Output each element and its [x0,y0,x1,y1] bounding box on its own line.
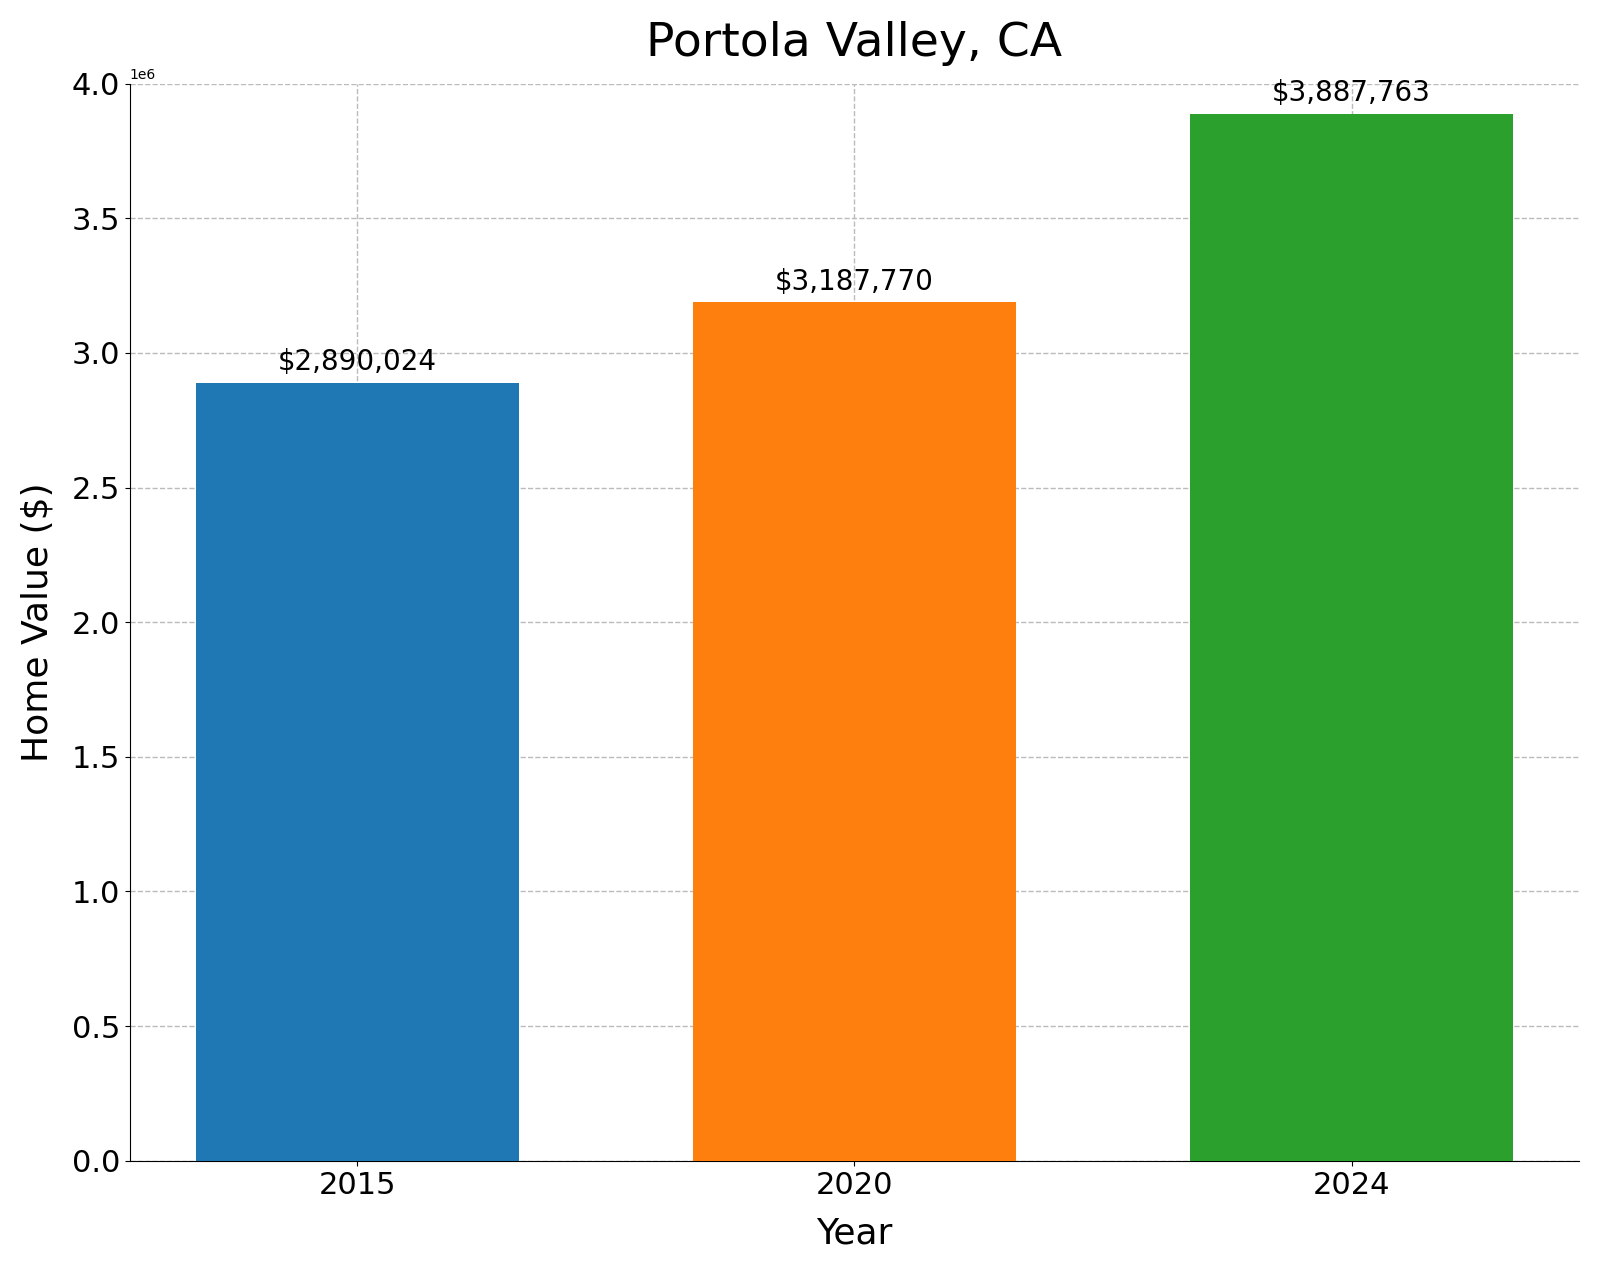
Title: Portola Valley, CA: Portola Valley, CA [646,20,1062,66]
Text: $2,890,024: $2,890,024 [278,348,437,376]
Bar [1190,114,1514,1160]
Text: $3,187,770: $3,187,770 [774,268,934,296]
Text: $3,887,763: $3,887,763 [1272,79,1430,107]
Bar [195,383,518,1160]
Y-axis label: Home Value ($): Home Value ($) [21,483,54,763]
Bar [693,302,1016,1160]
X-axis label: Year: Year [816,1216,893,1251]
